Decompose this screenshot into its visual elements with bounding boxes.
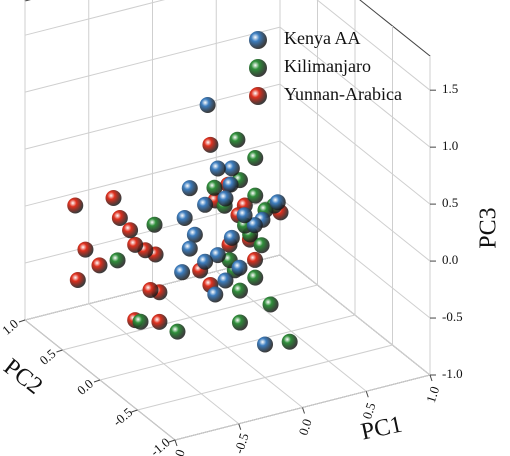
point — [67, 197, 84, 214]
grid-line — [24, 140, 281, 207]
point — [199, 97, 216, 114]
grid-line — [62, 284, 318, 351]
point — [231, 259, 248, 276]
point — [229, 131, 246, 148]
point — [217, 272, 234, 289]
point — [247, 187, 264, 204]
point — [186, 226, 203, 243]
point — [269, 194, 286, 211]
point — [197, 253, 214, 270]
y-tick-label: 0.0 — [74, 376, 96, 398]
x-tick-label: -1.0 — [167, 447, 188, 456]
z-axis-title: PC3 — [476, 207, 502, 248]
grid-line — [316, 0, 431, 91]
point — [209, 160, 226, 177]
legend-marker — [249, 31, 267, 49]
z-tick-label: -1.0 — [442, 366, 463, 381]
point — [253, 237, 270, 254]
grid-line — [279, 197, 431, 319]
y-tick-label: -0.5 — [110, 404, 135, 429]
point — [247, 251, 264, 268]
grid-line — [137, 344, 393, 411]
grid-line — [279, 254, 431, 376]
point — [223, 160, 240, 177]
point — [105, 190, 122, 207]
tick-mark — [93, 379, 101, 383]
grid-line — [24, 83, 281, 150]
tick-mark — [238, 423, 242, 430]
tick-mark — [429, 374, 433, 382]
point — [217, 190, 234, 207]
legend: Kenya AA Kilimanjaro Yunnan-Arabica — [249, 28, 402, 105]
point — [109, 252, 126, 269]
point — [146, 216, 163, 233]
point — [223, 229, 240, 246]
point — [77, 241, 94, 258]
z-tick-label: -0.5 — [442, 309, 463, 324]
x-tick-label: 1.0 — [423, 384, 442, 404]
y-tick-label: 0.5 — [36, 346, 58, 368]
point — [206, 179, 223, 196]
z-tick-label: 0.5 — [442, 195, 458, 210]
point — [132, 313, 149, 330]
legend-label: Kilimanjaro — [284, 56, 371, 76]
point — [209, 247, 226, 264]
grid-line — [279, 83, 431, 205]
point — [181, 240, 198, 257]
legend-label: Kenya AA — [284, 28, 360, 48]
legend-label: Yunnan-Arabica — [284, 84, 402, 104]
grid-line — [99, 314, 356, 381]
point — [197, 196, 214, 213]
point — [247, 269, 264, 286]
grid-line — [279, 140, 431, 262]
points — [67, 97, 298, 353]
tick-mark — [18, 319, 26, 323]
tick-mark — [168, 439, 176, 443]
point — [176, 209, 193, 226]
point — [262, 296, 279, 313]
tick-labels: -1.0-0.50.00.51.0-1.0-0.50.00.51.0-1.0-0… — [0, 81, 463, 456]
y-tick-label: -1.0 — [147, 434, 172, 456]
point — [231, 282, 248, 299]
tick-mark — [302, 407, 305, 414]
point — [257, 336, 273, 353]
point — [127, 236, 144, 253]
y-tick-label: 1.0 — [0, 316, 21, 338]
point — [202, 136, 219, 153]
tick-mark — [174, 439, 178, 447]
z-tick-label: 1.5 — [442, 81, 458, 96]
point — [207, 286, 224, 303]
x-tick-label: -0.5 — [231, 431, 252, 455]
legend-marker — [249, 59, 267, 77]
point — [122, 222, 139, 239]
point — [181, 180, 198, 197]
point — [91, 257, 108, 274]
z-tick-label: 0.0 — [442, 252, 458, 267]
grid-line — [24, 26, 281, 93]
x-tick-label: 0.5 — [359, 401, 378, 421]
point — [236, 207, 253, 224]
point — [174, 264, 191, 281]
point — [111, 210, 128, 227]
point — [246, 217, 263, 234]
x-tick-label: 0.0 — [295, 417, 314, 437]
point — [231, 314, 248, 331]
grid-line — [279, 26, 431, 148]
legend-marker — [249, 87, 267, 105]
point — [69, 272, 86, 289]
point — [247, 150, 264, 167]
tick-mark — [131, 409, 138, 413]
point — [222, 176, 239, 193]
point — [142, 281, 159, 298]
z-tick-label: 1.0 — [442, 138, 458, 153]
grid-line — [24, 0, 166, 36]
tick-mark — [56, 349, 63, 353]
tick-mark — [365, 391, 369, 398]
point — [169, 323, 186, 340]
point — [151, 313, 168, 330]
point — [281, 333, 298, 350]
